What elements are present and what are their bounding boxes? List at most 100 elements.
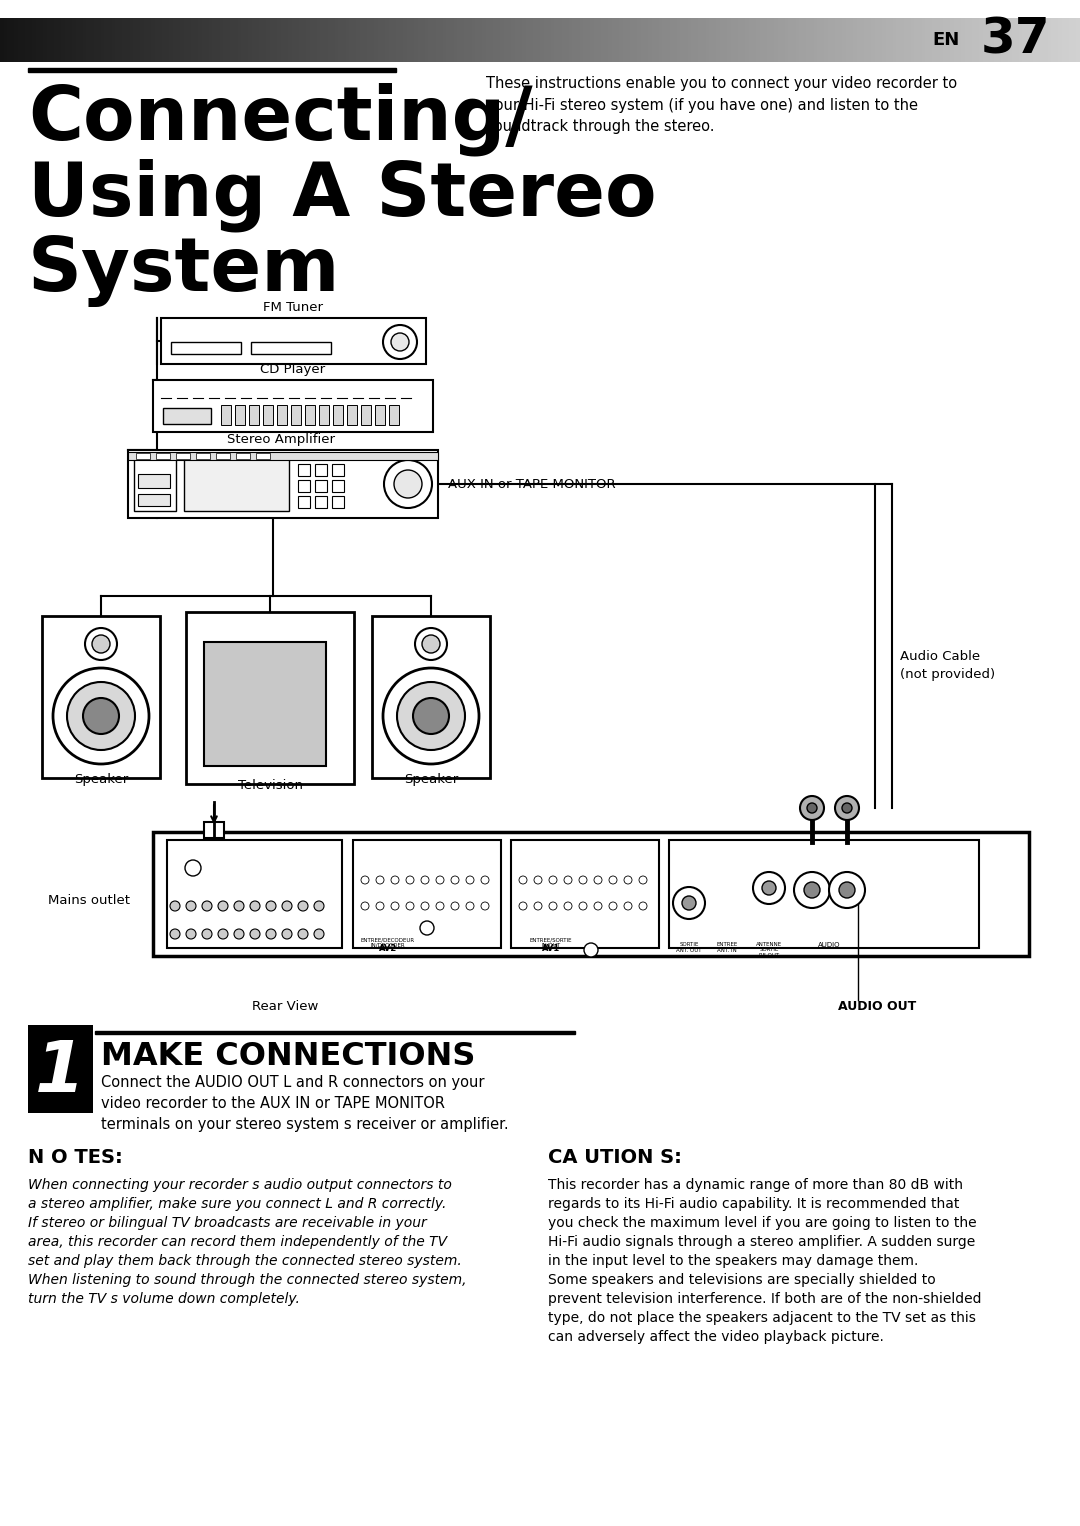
Bar [378,18,381,63]
Circle shape [624,876,632,884]
Bar [414,18,418,63]
Text: AUDIO OUT: AUDIO OUT [838,1000,916,1013]
Bar [511,839,659,948]
Bar [137,18,140,63]
Circle shape [579,902,588,909]
Bar [673,18,677,63]
Bar [580,18,583,63]
Circle shape [391,902,399,909]
Bar [202,18,205,63]
Bar [839,18,842,63]
Bar [500,18,504,63]
Bar [216,453,230,459]
Bar [400,18,403,63]
Bar [1072,18,1077,63]
Text: Television: Television [238,778,302,792]
Bar [640,18,645,63]
Circle shape [564,876,572,884]
Bar [1058,18,1062,63]
Bar [759,18,764,63]
Bar [32,18,36,63]
Circle shape [436,902,444,909]
Bar [980,18,983,63]
Bar [251,342,330,354]
Bar [256,18,259,63]
Bar [14,18,18,63]
Bar [770,18,774,63]
Bar [551,18,554,63]
Circle shape [186,900,195,911]
Bar [882,18,886,63]
Bar [321,18,324,63]
Bar [46,18,51,63]
Circle shape [397,682,465,749]
Bar [167,839,342,948]
Bar [68,18,72,63]
Bar [65,18,68,63]
Text: AV2: AV2 [379,945,397,954]
Bar [947,18,950,63]
Bar [1040,18,1044,63]
Circle shape [53,668,149,765]
Bar [364,18,367,63]
Bar [792,18,796,63]
Bar [1062,18,1066,63]
Bar [1069,18,1072,63]
Bar [267,18,270,63]
Circle shape [282,900,292,911]
Bar [389,18,392,63]
Bar [381,18,386,63]
Circle shape [762,881,777,896]
Bar [1012,18,1015,63]
Bar [961,18,964,63]
Bar [333,404,343,426]
Bar [508,18,511,63]
Bar [781,18,785,63]
Bar [40,18,43,63]
Bar [235,404,245,426]
Circle shape [394,470,422,497]
Bar [1034,18,1037,63]
Bar [270,18,273,63]
Bar [835,18,839,63]
Bar [475,18,478,63]
Bar [900,18,904,63]
Bar [886,18,889,63]
Bar [349,18,353,63]
Text: ENTREE/DECODEUR
IN/DECODER: ENTREE/DECODEUR IN/DECODER [361,937,415,948]
Bar [1048,18,1051,63]
Bar [176,453,190,459]
Circle shape [249,900,260,911]
Bar [1051,18,1055,63]
Bar [184,18,187,63]
Text: Connect the AUDIO OUT L and R connectors on your
video recorder to the AUX IN or: Connect the AUDIO OUT L and R connectors… [102,1074,509,1132]
Bar [119,18,122,63]
Bar [332,481,345,491]
Text: EN: EN [933,31,960,49]
Bar [105,18,108,63]
Bar [327,18,332,63]
Bar [315,481,327,491]
Bar [79,18,83,63]
Bar [943,18,947,63]
Bar [1066,18,1069,63]
Bar [1023,18,1026,63]
Bar [288,18,292,63]
Bar [195,453,210,459]
Bar [184,456,289,511]
Bar [626,18,630,63]
Bar [375,404,384,426]
Circle shape [609,902,617,909]
Circle shape [415,629,447,661]
Bar [1044,18,1048,63]
Bar [645,18,648,63]
Bar [785,18,788,63]
Bar [170,18,173,63]
Bar [572,18,576,63]
Bar [767,18,770,63]
Circle shape [804,882,820,897]
Circle shape [202,900,212,911]
Circle shape [534,876,542,884]
Bar [161,317,426,365]
Bar [554,18,558,63]
